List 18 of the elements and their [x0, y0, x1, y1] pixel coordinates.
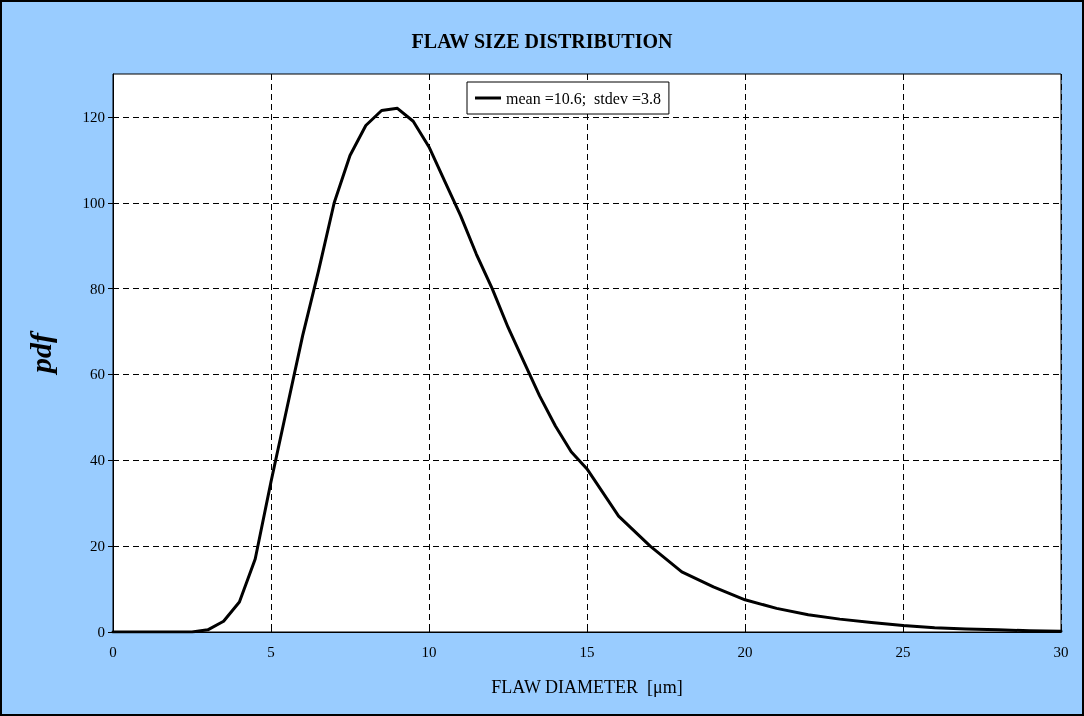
x-tick-label: 15 — [579, 643, 595, 660]
y-tick-label: 20 — [90, 538, 105, 555]
y-axis-title: pdf — [23, 330, 57, 376]
x-tick-label: 30 — [1053, 643, 1069, 660]
x-tick-label: 10 — [421, 643, 437, 660]
legend-label: mean =10.6; stdev =3.8 — [506, 89, 661, 107]
x-tick-label: 5 — [267, 643, 275, 660]
y-tick-label: 0 — [97, 624, 105, 640]
y-tick-label: 120 — [82, 108, 105, 125]
y-tick-label: 100 — [82, 194, 105, 211]
x-tick-label: 20 — [737, 643, 753, 660]
y-tick-label: 40 — [90, 452, 105, 469]
x-axis-title: FLAW DIAMETER [μm] — [491, 677, 683, 697]
x-tick-label: 0 — [109, 643, 117, 660]
x-tick-label: 25 — [895, 643, 911, 660]
chart-title: FLAW SIZE DISTRIBUTION — [411, 30, 673, 52]
y-tick-label: 80 — [90, 280, 105, 297]
y-tick-label: 60 — [90, 366, 105, 383]
